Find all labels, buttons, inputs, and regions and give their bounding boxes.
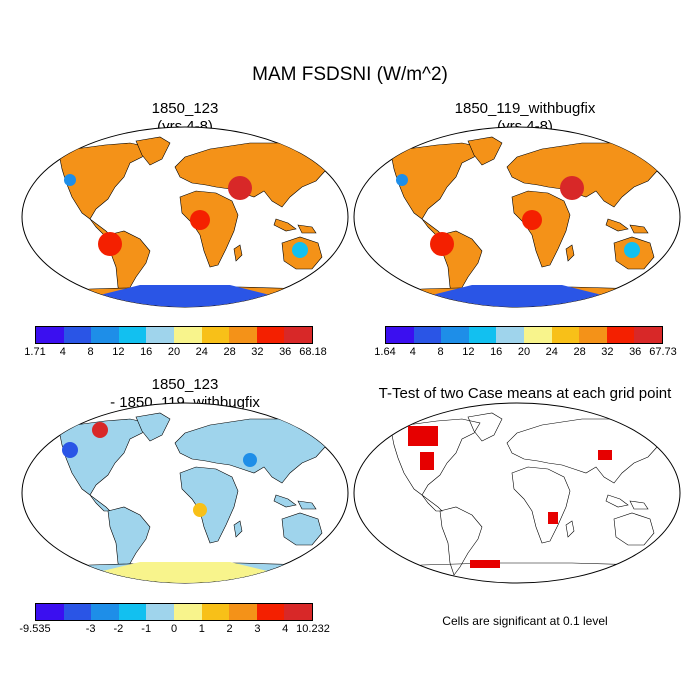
colorbar3-swatch-3 bbox=[118, 604, 147, 620]
colorbar3-labels: -9.535 -3 -2 -1 0 1 2 3 4 10.232 bbox=[19, 623, 329, 639]
colorbar1-label-8: 32 bbox=[251, 346, 264, 358]
colorbar3-label-7: 3 bbox=[254, 623, 261, 635]
colorbar3-label-0: -9.535 bbox=[19, 623, 51, 635]
colorbar2-swatch-9 bbox=[634, 327, 662, 343]
colorbar2-swatch-2 bbox=[441, 327, 469, 343]
colorbar1-swatch-6 bbox=[201, 327, 230, 343]
colorbar3-swatch-9 bbox=[284, 604, 312, 620]
colorbar3-swatch-8 bbox=[256, 604, 285, 620]
colorbar3-label-8: 4 bbox=[282, 623, 289, 635]
colorbar3-label-2: -2 bbox=[113, 623, 124, 635]
colorbar2-swatch-0 bbox=[386, 327, 414, 343]
panel4-title-line1: T-Test of two Case means at each grid po… bbox=[378, 385, 672, 402]
colorbar2-swatch-4 bbox=[496, 327, 524, 343]
colorbar-2 bbox=[385, 326, 663, 344]
colorbar2-swatch-7 bbox=[579, 327, 607, 343]
colorbar-3 bbox=[35, 603, 313, 621]
colorbar2-label-1: 4 bbox=[409, 346, 416, 358]
colorbar1-swatch-7 bbox=[229, 327, 257, 343]
colorbar1-label-3: 12 bbox=[112, 346, 125, 358]
colorbar1-labels: 1.71 4 8 12 16 20 24 28 32 36 68.18 bbox=[24, 346, 326, 362]
colorbar1-label-10: 68.18 bbox=[299, 346, 327, 358]
map-panel-2 bbox=[353, 126, 681, 308]
colorbar2-swatch-5 bbox=[523, 327, 552, 343]
colorbar1-swatch-9 bbox=[284, 327, 312, 343]
map-panel-4 bbox=[353, 402, 681, 584]
colorbar2-label-3: 12 bbox=[462, 346, 475, 358]
colorbar2-label-5: 20 bbox=[517, 346, 531, 358]
colorbar1-swatch-4 bbox=[146, 327, 174, 343]
colorbar1-label-5: 20 bbox=[167, 346, 181, 358]
colorbar1-swatch-8 bbox=[256, 327, 285, 343]
colorbar3-swatch-4 bbox=[146, 604, 174, 620]
colorbar2-label-7: 28 bbox=[573, 346, 586, 358]
colorbar2-label-4: 16 bbox=[490, 346, 503, 358]
panel2-title-line1: 1850_119_withbugfix bbox=[454, 100, 596, 117]
panel3-title-line1: 1850_123 bbox=[151, 376, 219, 393]
colorbar1-label-1: 4 bbox=[59, 346, 66, 358]
colorbar3-swatch-0 bbox=[36, 604, 64, 620]
colorbar2-swatch-1 bbox=[413, 327, 442, 343]
colorbar2-label-10: 67.73 bbox=[649, 346, 677, 358]
colorbar1-label-0: 1.71 bbox=[24, 346, 46, 358]
colorbar1-label-7: 28 bbox=[223, 346, 236, 358]
colorbar1-label-2: 8 bbox=[87, 346, 94, 358]
colorbar3-label-3: -1 bbox=[141, 623, 152, 635]
colorbar1-swatch-0 bbox=[36, 327, 64, 343]
colorbar3-swatch-6 bbox=[201, 604, 230, 620]
figure-title: MAM FSDSNI (W/m^2) bbox=[252, 64, 448, 85]
colorbar3-label-5: 1 bbox=[198, 623, 205, 635]
panel4-title: T-Test of two Case means at each grid po… bbox=[350, 385, 700, 403]
colorbar2-swatch-6 bbox=[551, 327, 580, 343]
panel1-title-line1: 1850_123 bbox=[151, 100, 219, 117]
colorbar1-label-9: 36 bbox=[279, 346, 292, 358]
colorbar1-label-6: 24 bbox=[195, 346, 208, 358]
colorbar1-swatch-3 bbox=[118, 327, 147, 343]
colorbar3-label-9: 10.232 bbox=[296, 623, 330, 635]
colorbar1-swatch-5 bbox=[173, 327, 202, 343]
colorbar2-labels: 1.64 4 8 12 16 20 24 28 32 36 67.73 bbox=[374, 346, 676, 362]
colorbar3-swatch-1 bbox=[63, 604, 92, 620]
colorbar2-label-0: 1.64 bbox=[374, 346, 396, 358]
colorbar3-swatch-7 bbox=[229, 604, 257, 620]
map-panel-1 bbox=[21, 126, 349, 308]
colorbar2-label-9: 36 bbox=[629, 346, 642, 358]
colorbar3-label-1: -3 bbox=[85, 623, 96, 635]
colorbar2-label-2: 8 bbox=[437, 346, 444, 358]
colorbar1-label-4: 16 bbox=[140, 346, 153, 358]
colorbar2-swatch-8 bbox=[606, 327, 635, 343]
colorbar3-label-6: 2 bbox=[226, 623, 233, 635]
colorbar3-label-4: 0 bbox=[170, 623, 178, 635]
significance-note: Cells are significant at 0.1 level bbox=[442, 614, 608, 628]
significance-cells bbox=[408, 426, 612, 568]
colorbar-1 bbox=[35, 326, 313, 344]
map-panel-3 bbox=[21, 402, 349, 584]
colorbar2-label-8: 32 bbox=[601, 346, 614, 358]
colorbar3-swatch-5 bbox=[173, 604, 202, 620]
colorbar2-swatch-3 bbox=[468, 327, 497, 343]
colorbar3-swatch-2 bbox=[91, 604, 119, 620]
colorbar1-swatch-2 bbox=[91, 327, 119, 343]
colorbar2-label-6: 24 bbox=[545, 346, 558, 358]
colorbar1-swatch-1 bbox=[63, 327, 92, 343]
